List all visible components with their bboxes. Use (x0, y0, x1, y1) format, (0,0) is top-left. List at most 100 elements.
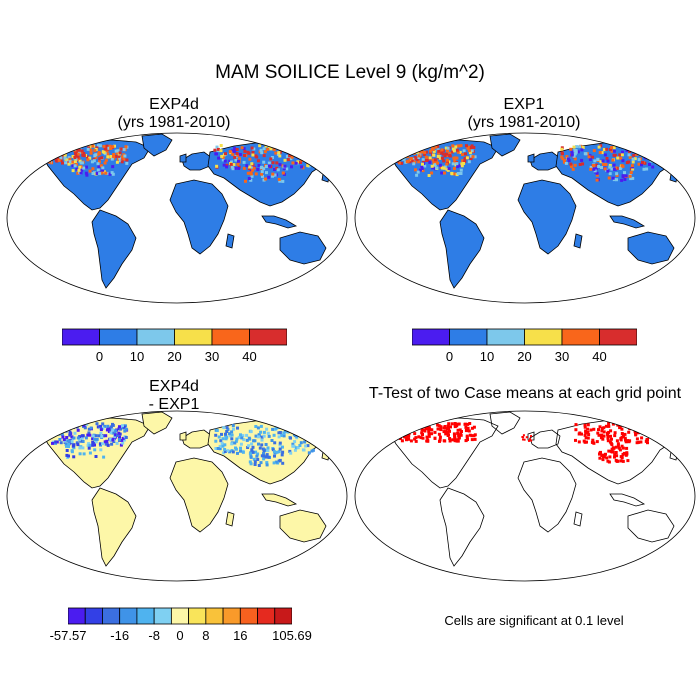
grid-cell (273, 441, 277, 445)
grid-cell (49, 148, 53, 152)
grid-cell (119, 443, 123, 447)
grid-cell (88, 444, 92, 448)
grid-cell (620, 444, 624, 448)
grid-cell (281, 445, 284, 449)
grid-cell (602, 434, 606, 438)
grid-cell (278, 443, 282, 447)
grid-cell (607, 422, 611, 425)
grid-cell (439, 428, 443, 432)
grid-cell (402, 157, 406, 161)
grid-cell (107, 427, 111, 431)
colorbar-label: 20 (517, 349, 532, 364)
grid-cell (399, 430, 403, 434)
grid-cell (653, 146, 657, 149)
grid-cell (81, 446, 85, 450)
grid-cell (457, 433, 461, 437)
grid-cell (522, 434, 525, 437)
colorbar-box (99, 328, 138, 346)
grid-cell (243, 154, 246, 157)
grid-cell (609, 434, 612, 438)
grid-cell (226, 449, 230, 453)
grid-cell (113, 431, 117, 435)
grid-cell (456, 431, 460, 435)
grid-cell (437, 432, 441, 436)
grid-cell (470, 426, 474, 430)
grid-cell (610, 167, 614, 171)
grid-cell (429, 428, 433, 432)
grid-cell (433, 430, 437, 434)
grid-cell (617, 446, 621, 450)
grid-cell (293, 440, 297, 444)
grid-cell (462, 149, 466, 153)
map-exp4d (6, 132, 348, 304)
grid-cell (607, 176, 611, 180)
grid-cell (214, 447, 218, 450)
panel-title-diff: EXP4d - EXP1 (24, 378, 324, 414)
grid-cell (569, 147, 573, 151)
grid-cell (458, 150, 462, 154)
panel-title-diff-line1: EXP4d (149, 378, 199, 395)
grid-cell (414, 145, 418, 149)
grid-cell (229, 160, 233, 164)
grid-cell (646, 427, 650, 431)
grid-cell (566, 157, 570, 161)
grid-cell (425, 158, 428, 162)
land-madagascar (225, 233, 235, 249)
grid-cell (427, 174, 431, 177)
grid-cell (101, 422, 105, 426)
grid-cell (409, 145, 413, 149)
grid-cell (278, 447, 282, 451)
grid-cell (608, 172, 612, 176)
grid-cell (233, 155, 237, 159)
grid-cell (259, 148, 263, 152)
grid-cell (93, 448, 97, 452)
grid-cell (580, 432, 583, 436)
grid-cell (412, 162, 416, 166)
grid-cell (121, 424, 124, 428)
land-australia (279, 231, 327, 265)
grid-cell (256, 458, 260, 461)
grid-cell (461, 159, 465, 163)
grid-cell (71, 145, 75, 149)
grid-cell (282, 167, 286, 171)
grid-cell (231, 149, 234, 153)
colorbar-label: 8 (202, 628, 210, 643)
grid-cell (116, 434, 119, 437)
grid-cell (601, 437, 605, 441)
grid-cell (612, 446, 616, 450)
grid-cell (289, 436, 292, 440)
grid-cell (296, 160, 300, 164)
grid-cell (107, 430, 111, 433)
grid-cell (230, 430, 234, 434)
grid-cell (260, 438, 264, 442)
grid-cell (248, 452, 252, 456)
grid-cell (637, 422, 641, 426)
grid-cell (623, 436, 627, 440)
grid-cell (645, 150, 649, 154)
colorbar-box (174, 328, 213, 346)
grid-cell (641, 161, 644, 164)
grid-cell (604, 424, 608, 428)
grid-cell (261, 174, 264, 178)
grid-cell (595, 173, 599, 177)
panel-title-exp4d-line2: (yrs 1981-2010) (117, 114, 231, 131)
grid-cell (309, 150, 313, 154)
grid-cell (271, 174, 274, 178)
grid-cell (63, 439, 67, 443)
panel-title-diff-line2: - EXP1 (148, 396, 200, 413)
grid-cell (82, 166, 86, 170)
grid-cell (262, 454, 266, 458)
grid-cell (51, 441, 54, 445)
grid-cell (228, 432, 231, 436)
grid-cell (258, 144, 262, 148)
grid-cell (618, 448, 622, 452)
grid-cell (236, 153, 240, 157)
grid-cell (301, 155, 305, 159)
grid-cell (631, 423, 635, 427)
grid-cell (592, 427, 596, 431)
grid-cell (651, 156, 655, 160)
grid-cell (58, 438, 62, 441)
grid-cell (55, 159, 59, 163)
grid-cell (621, 446, 625, 450)
grid-cell (232, 150, 236, 154)
